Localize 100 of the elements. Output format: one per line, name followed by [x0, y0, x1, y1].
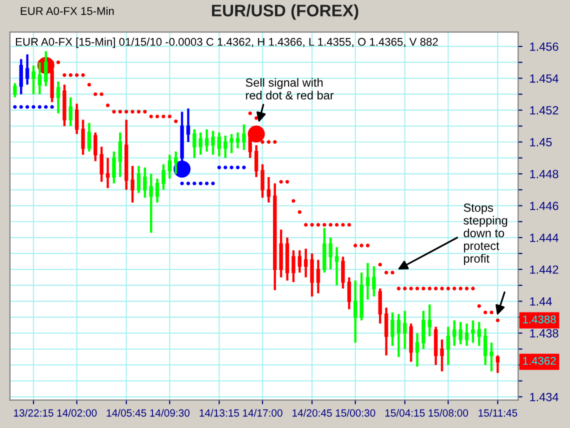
- point: [50, 105, 54, 109]
- candlestick: [118, 131, 122, 178]
- candlestick: [87, 122, 92, 153]
- x-tick-label: 15/04:15: [385, 409, 425, 417]
- x-tick-label: 15/00:30: [336, 409, 376, 417]
- candlestick: [198, 131, 202, 156]
- candlestick: [19, 58, 23, 96]
- y-tick-label: 1.45: [530, 138, 552, 146]
- candlestick: [366, 262, 370, 301]
- candlestick: [25, 53, 30, 86]
- candlestick: [422, 310, 426, 350]
- candlestick: [384, 306, 388, 357]
- candlestick: [310, 252, 314, 298]
- point: [192, 182, 196, 186]
- candlestick: [168, 154, 172, 180]
- y-tick-label: 1.452: [530, 106, 558, 115]
- candlestick: [328, 236, 332, 271]
- candlestick: [396, 312, 401, 358]
- candlestick: [372, 265, 376, 298]
- annotation: Stops stepping down to protect profit: [464, 203, 508, 266]
- text: 1.4388: [523, 315, 556, 324]
- y-tick-label: 1.444: [530, 234, 558, 242]
- candlestick: [155, 178, 160, 204]
- point: [44, 105, 48, 109]
- candlestick: [477, 320, 481, 347]
- candlestick: [56, 80, 60, 114]
- x-tick-label: 14/09:30: [150, 409, 190, 417]
- point: [25, 105, 30, 109]
- candlestick: [217, 131, 222, 158]
- point: [19, 105, 23, 109]
- candlestick: [81, 118, 85, 156]
- x-tick-label: 15/08:00: [428, 409, 468, 417]
- candlestick: [347, 276, 352, 310]
- point: [38, 105, 42, 109]
- point: [242, 166, 246, 170]
- point: [186, 182, 190, 186]
- candlestick: [211, 130, 215, 156]
- x-tick-label: 14/02:00: [57, 409, 97, 417]
- candlestick: [106, 156, 110, 190]
- candlestick: [100, 146, 104, 183]
- candlestick: [390, 311, 394, 347]
- y-tick-label: 1.454: [530, 74, 558, 83]
- candlestick: [74, 102, 79, 136]
- chart-subtitle: EUR A0-FX [15-Min] 01/15/10 -0.0003 C 1.4362, H 1.4366, L 1.4355, O 1.4365, V 882: [16, 38, 438, 48]
- candlestick: [316, 258, 320, 294]
- y-tick-label: 1.44: [530, 297, 552, 306]
- candlestick: [143, 166, 147, 199]
- candlestick: [260, 163, 264, 199]
- candlestick: [224, 134, 228, 160]
- x-tick-label: 13/22:15: [14, 409, 54, 417]
- candlestick: [464, 322, 469, 347]
- point: [204, 182, 209, 186]
- candlestick: [204, 128, 209, 153]
- candlestick: [174, 150, 178, 175]
- candlestick: [230, 132, 234, 154]
- candlestick: [378, 287, 382, 325]
- candlestick: [266, 176, 271, 204]
- text: EUR A0-FX 15-Min: [20, 6, 114, 15]
- candlestick: [353, 279, 358, 344]
- point: [13, 105, 17, 109]
- candlestick: [458, 320, 462, 346]
- point: [230, 166, 234, 170]
- candlestick: [304, 248, 308, 278]
- candlestick: [446, 326, 450, 366]
- candlestick: [149, 172, 153, 234]
- candlestick: [452, 319, 456, 347]
- candlestick: [44, 50, 48, 88]
- candlestick: [192, 128, 196, 160]
- candlestick: [136, 164, 141, 194]
- candlestick: [112, 150, 116, 185]
- candlestick: [130, 164, 134, 204]
- candlestick: [13, 82, 17, 99]
- x-tick-label: 14/17:00: [243, 409, 282, 417]
- candlestick: [428, 303, 432, 338]
- candlestick: [403, 310, 407, 350]
- x-tick-label: 15/11:45: [478, 409, 518, 417]
- annotation: Sell signal with red dot & red bar: [246, 78, 334, 100]
- point: [198, 182, 202, 186]
- candlestick: [471, 319, 475, 344]
- y-tick-label: 1.448: [530, 170, 558, 178]
- y-tick-label: 1.442: [530, 265, 558, 274]
- candlestick: [341, 256, 345, 290]
- candlestick: [32, 64, 36, 96]
- candlestick: [298, 249, 302, 274]
- point: [217, 166, 222, 170]
- chart-title: EUR/USD (FOREX): [212, 4, 358, 20]
- candlestick: [94, 131, 98, 162]
- point: [32, 105, 36, 109]
- y-tick-label: 1.438: [530, 329, 558, 338]
- candlestick: [496, 354, 500, 374]
- y-tick-label: 1.456: [530, 42, 558, 51]
- candlestick: [292, 249, 296, 284]
- candlestick: [415, 332, 420, 368]
- candlestick: [254, 144, 258, 178]
- candlestick: [334, 246, 339, 286]
- candlestick: [242, 123, 246, 152]
- point: [224, 166, 228, 170]
- candlestick: [490, 342, 494, 372]
- candlestick: [162, 163, 166, 191]
- x-tick-label: 14/13:15: [200, 409, 240, 417]
